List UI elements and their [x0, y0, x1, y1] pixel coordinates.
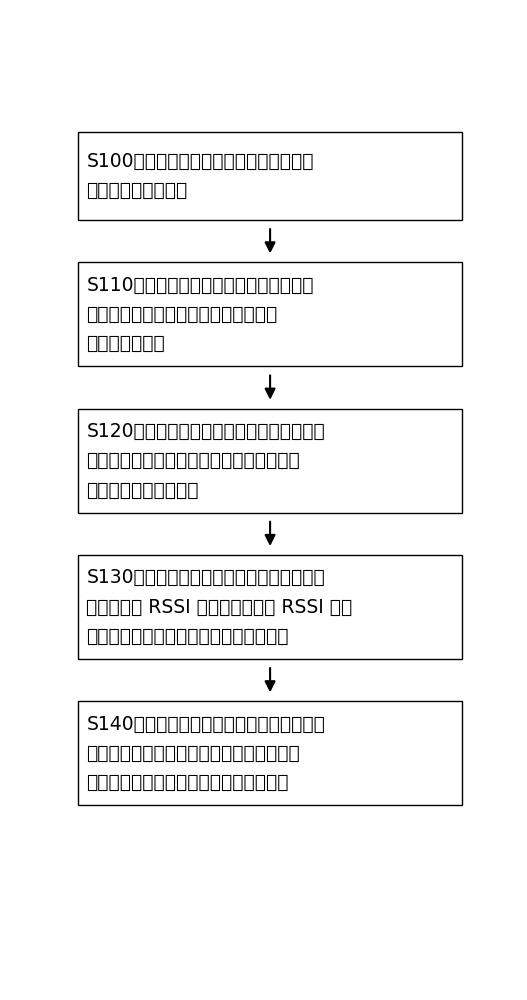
FancyBboxPatch shape — [78, 701, 462, 805]
Text: 确定各终端设备的当前无线网络强度信息: 确定各终端设备的当前无线网络强度信息 — [86, 627, 289, 646]
Text: 度信息传输至管理设备，由管理设备向用户: 度信息传输至管理设备，由管理设备向用户 — [86, 744, 300, 763]
Text: S110、无线路由设备根据发射功率调节命: S110、无线路由设备根据发射功率调节命 — [86, 276, 314, 295]
FancyBboxPatch shape — [78, 409, 462, 513]
Text: 显示各终端设备的当前无线网络信号强度: 显示各终端设备的当前无线网络信号强度 — [86, 773, 289, 792]
Text: 的发射功率调节命令: 的发射功率调节命令 — [86, 181, 188, 200]
Text: S140、无线路由设备将当前无线网络信号强: S140、无线路由设备将当前无线网络信号强 — [86, 715, 325, 734]
Text: 定目标发射功率: 定目标发射功率 — [86, 334, 165, 353]
Text: S130、无线路由设备获取与其连接的各终端: S130、无线路由设备获取与其连接的各终端 — [86, 568, 325, 587]
FancyBboxPatch shape — [78, 555, 462, 659]
Text: 为目标发射功率，并基于修改后的当前发射: 为目标发射功率，并基于修改后的当前发射 — [86, 451, 300, 470]
FancyBboxPatch shape — [78, 262, 462, 366]
Text: S100、无线路由设备接收管理设备传输来: S100、无线路由设备接收管理设备传输来 — [86, 152, 314, 171]
Text: 功率进行无线信号发射: 功率进行无线信号发射 — [86, 480, 199, 499]
Text: S120、无线路由设备将其当前发射功率调整: S120、无线路由设备将其当前发射功率调整 — [86, 422, 325, 441]
FancyBboxPatch shape — [78, 132, 462, 220]
Text: 令中承载的表征目标发射功率的信息确: 令中承载的表征目标发射功率的信息确 — [86, 305, 278, 324]
Text: 设备的当前 RSSI 信息，根据当前 RSSI 信息: 设备的当前 RSSI 信息，根据当前 RSSI 信息 — [86, 598, 353, 617]
